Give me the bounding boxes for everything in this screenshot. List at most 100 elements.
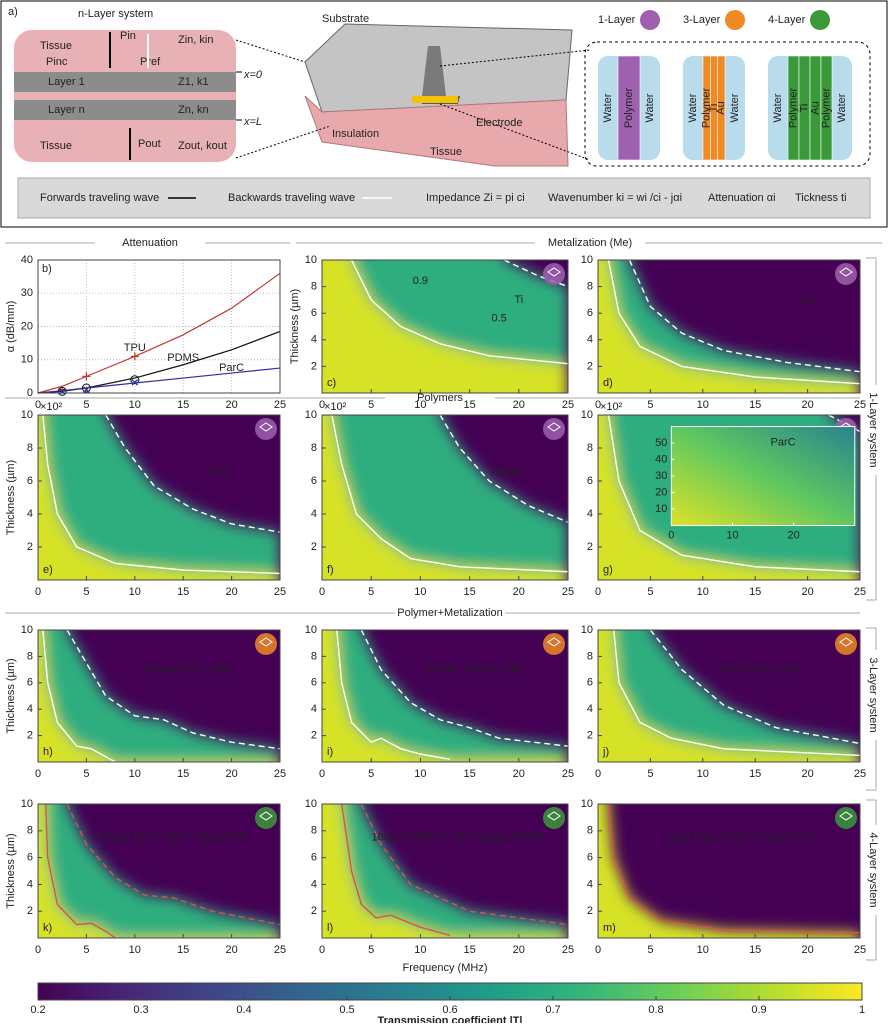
y-tick-label: 6	[587, 307, 593, 319]
x-tick-label: 10	[129, 586, 141, 598]
stack-header: 1-Layer	[598, 14, 636, 26]
contour-line	[66, 804, 280, 926]
layer-name: Water	[836, 93, 848, 122]
contour-line	[336, 630, 451, 761]
heatmap-band	[322, 804, 568, 938]
layer-name: Au	[715, 101, 727, 114]
contour-line	[607, 415, 860, 573]
panel-label: e)	[43, 564, 53, 576]
plot-frame	[597, 259, 861, 394]
contour-line	[45, 804, 116, 938]
y-tick-label: 10	[305, 409, 317, 421]
x-tick-label: 25	[562, 399, 574, 411]
colorbar-tick-label: 0.2	[30, 1004, 45, 1016]
section-label: 1-Layer system	[867, 392, 879, 467]
x-tick-label: 0	[35, 586, 41, 598]
contour-line	[105, 415, 280, 533]
y-tick-label: 2	[587, 905, 593, 917]
y-tick-label: 6	[587, 475, 593, 487]
x-tick-label: 0	[595, 399, 601, 411]
heatmap-bands	[38, 630, 280, 762]
schematic-label: Substrate	[322, 13, 369, 25]
schematic-title: n-Layer system	[78, 8, 153, 20]
x-tick-label: 25	[854, 768, 866, 780]
symbol-label: x=0	[243, 69, 263, 81]
x-tick-label: 10	[129, 399, 141, 411]
layer-label: Layer 1	[48, 76, 85, 88]
plot-frame	[37, 259, 281, 394]
y-tick-label: 8	[311, 281, 317, 293]
contour-line	[340, 804, 451, 936]
series-label: PDMS	[167, 352, 199, 364]
plot-frame	[321, 629, 569, 763]
legend-text: Backwards traveling wave	[228, 192, 355, 204]
x-tick-label: 20	[225, 399, 237, 411]
x-tick-label: 20	[225, 768, 237, 780]
y-tick-label: 10	[21, 354, 33, 366]
colorbar-label: Transmission coefficient |T|	[378, 1015, 523, 1023]
x-tick-label: 25	[562, 768, 574, 780]
contour-line	[331, 415, 568, 573]
colorbar-tick-label: 0.6	[442, 1004, 457, 1016]
axis-multiplier: ×10²	[40, 401, 63, 413]
layer-label: Layer n	[48, 104, 85, 116]
y-tick-label: 8	[311, 442, 317, 454]
heatmap-band	[322, 804, 568, 938]
contour-line	[350, 260, 568, 365]
x-tick-label: 0	[595, 586, 601, 598]
y-tick-label: 4	[587, 703, 593, 715]
x-tick-label: 15	[177, 586, 189, 598]
y-tick-label: 0	[27, 387, 33, 399]
panel-label: g)	[603, 564, 613, 576]
heatmap-bands	[38, 415, 280, 580]
section-label: 4-Layer system	[867, 832, 879, 907]
y-tick-label: 6	[27, 475, 33, 487]
inset-text: ParC	[771, 436, 796, 448]
y-tick-label: 10	[581, 409, 593, 421]
panel-text: 100µm TPU + Me + 25µm TPU	[95, 831, 247, 843]
legend-bar	[17, 177, 871, 219]
panel-label: f)	[327, 564, 334, 576]
heatmap-band	[598, 804, 860, 938]
y-tick-label: 8	[587, 650, 593, 662]
heatmap-band	[38, 415, 280, 580]
panel-icon	[255, 418, 277, 440]
y-tick-label: 10	[305, 254, 317, 266]
heatmap-band	[322, 415, 568, 580]
y-tick-label: 2	[587, 360, 593, 372]
y-tick-label: 10	[305, 798, 317, 810]
y-tick-label: 4	[27, 703, 33, 715]
panel-icon-glyph	[547, 811, 561, 821]
x-tick-label: 5	[647, 944, 653, 956]
panel-label: c)	[327, 377, 336, 389]
y-tick-label: 6	[27, 677, 33, 689]
y-tick-label: 2	[587, 541, 593, 553]
panel-text: Au	[801, 294, 814, 306]
panel-label: i)	[327, 746, 333, 758]
heatmap-band	[322, 415, 568, 580]
x-tick-label: 5	[647, 768, 653, 780]
panel-icon-glyph	[839, 811, 853, 821]
symbol-label: Pinc	[46, 56, 68, 68]
panel-label: m)	[603, 922, 616, 934]
legend-text: Forwards traveling wave	[40, 192, 159, 204]
section-mask	[535, 236, 645, 250]
x-tick-label: 10	[697, 768, 709, 780]
plot-frame	[37, 803, 281, 939]
heatmap-field	[322, 415, 568, 580]
y-axis-label: Thickness (µm)	[5, 658, 17, 733]
x-tick-label: 25	[854, 586, 866, 598]
x-tick-label: 0	[595, 944, 601, 956]
x-tick-label: 25	[854, 944, 866, 956]
panel-label: d)	[603, 377, 613, 389]
heatmap-band	[38, 804, 280, 938]
y-tick-label: 8	[587, 442, 593, 454]
contour-line	[503, 260, 568, 288]
section-mask	[385, 391, 495, 405]
section-mask	[95, 236, 205, 250]
layer-name: Water	[729, 93, 741, 122]
layer-frame	[584, 41, 871, 167]
x-tick-label: 10	[414, 399, 426, 411]
stack-layer	[617, 55, 641, 161]
y-axis-label: α (dB/mm)	[5, 301, 17, 353]
